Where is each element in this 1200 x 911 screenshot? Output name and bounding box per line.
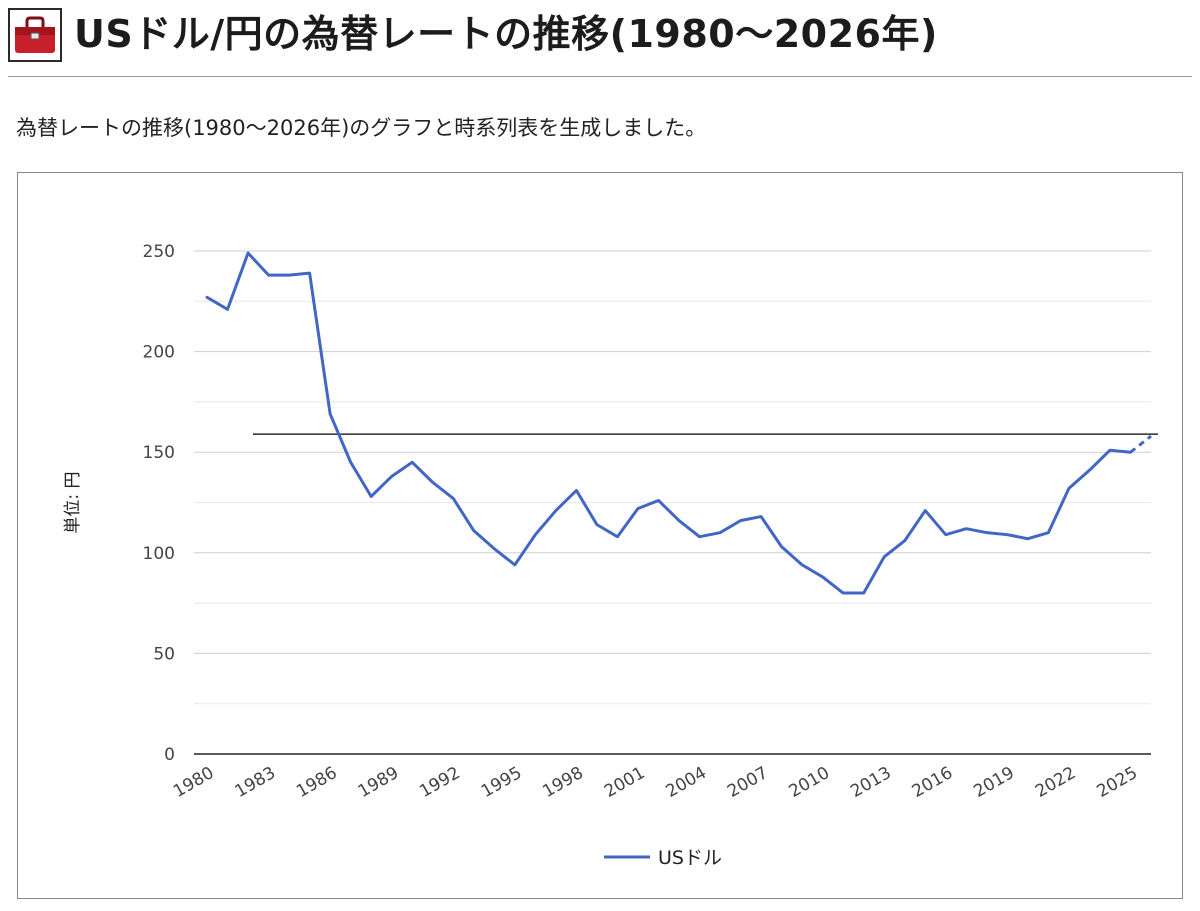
series-line-usd-forecast: [1129, 434, 1152, 454]
x-tick-label: 2022: [1032, 763, 1079, 802]
x-tick-label: 2010: [786, 763, 833, 802]
x-tick-label: 1998: [539, 763, 586, 802]
x-tick-label: 1992: [416, 763, 463, 802]
x-tick-label: 2013: [847, 763, 894, 802]
x-tick-label: 1980: [170, 763, 217, 802]
series-group: [205, 251, 1152, 595]
exchange-rate-chart: 0 50 100 150 200 250 1980 1983 1986 1989 1992 1995…: [63, 242, 1158, 869]
y-tick-label: 0: [164, 745, 175, 765]
x-tick-label: 2004: [663, 763, 710, 802]
y-axis-ticks: 0 50 100 150 200 250: [143, 242, 175, 765]
x-tick-label: 2007: [724, 763, 771, 802]
y-tick-label: 250: [143, 242, 175, 262]
y-tick-label: 50: [153, 644, 175, 664]
page-title: USドル/円の為替レートの推移(1980〜2026年): [74, 12, 938, 56]
x-tick-label: 2016: [909, 763, 956, 802]
x-tick-label: 1995: [478, 763, 525, 802]
toolbox-icon: [8, 8, 62, 62]
x-axis-ticks: 1980 1983 1986 1989 1992 1995 1998 2001 2004 2007…: [170, 763, 1141, 802]
legend-label: USドル: [658, 847, 722, 869]
x-tick-label: 2019: [970, 763, 1017, 802]
chart-container: 0 50 100 150 200 250 1980 1983 1986 1989 1992 1995…: [17, 172, 1183, 899]
x-tick-label: 1989: [355, 763, 402, 802]
x-tick-label: 1983: [232, 763, 279, 802]
y-tick-label: 200: [143, 343, 175, 363]
page-header: USドル/円の為替レートの推移(1980〜2026年): [8, 0, 1192, 77]
x-tick-label: 2001: [601, 763, 648, 802]
x-tick-label: 2025: [1094, 763, 1141, 802]
series-line-usd: [205, 251, 1132, 595]
x-tick-label: 1986: [293, 763, 340, 802]
y-tick-label: 100: [143, 544, 175, 564]
legend: USドル: [604, 847, 722, 869]
intro-text: 為替レートの推移(1980〜2026年)のグラフと時系列表を生成しました。: [16, 116, 707, 140]
grid-lines: [194, 250, 1151, 705]
y-tick-label: 150: [143, 443, 175, 463]
y-axis-label: 単位: 円: [63, 471, 83, 533]
